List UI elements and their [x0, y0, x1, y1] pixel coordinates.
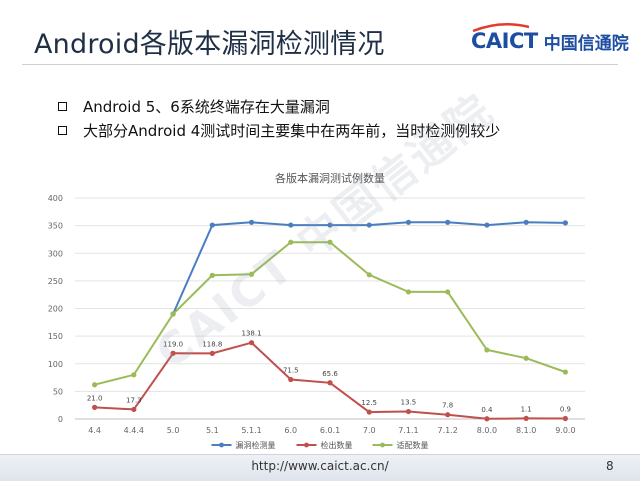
data-point	[327, 222, 333, 228]
x-tick-label: 6.0	[284, 426, 297, 435]
data-point	[445, 412, 451, 418]
x-tick-label: 8.1.0	[516, 426, 536, 435]
x-tick-label: 5.1.1	[241, 426, 261, 435]
data-point	[288, 239, 294, 245]
data-point	[405, 289, 412, 295]
x-tick-label: 7.1.2	[438, 426, 458, 435]
data-point	[248, 340, 255, 346]
x-tick-label: 6.0.1	[320, 426, 340, 435]
y-tick-label: 50	[53, 387, 63, 396]
logo-chinese-name: 中国信通院	[543, 33, 629, 54]
data-label: 71.5	[283, 366, 299, 374]
data-point	[405, 408, 412, 415]
y-tick-label: 250	[48, 277, 63, 286]
legend-marker	[219, 442, 224, 448]
data-point	[523, 355, 529, 361]
data-point	[366, 272, 372, 278]
data-point	[170, 311, 176, 317]
x-tick-label: 8.0.0	[477, 426, 497, 435]
data-label: 1.1	[521, 405, 532, 413]
data-point	[92, 404, 98, 410]
data-point	[209, 222, 215, 228]
data-label: 12.5	[361, 399, 377, 407]
data-point	[445, 289, 451, 295]
page-number: 8	[606, 459, 614, 473]
data-label: 119.0	[163, 340, 183, 348]
data-point	[170, 350, 176, 356]
x-tick-label: 5.0	[167, 426, 180, 435]
legend-marker	[304, 442, 309, 448]
data-point	[523, 415, 529, 421]
legend-label: 检出数量	[321, 440, 353, 450]
footer-band	[0, 454, 640, 481]
data-point	[484, 416, 490, 422]
bullet-item: 大部分Android 4测试时间主要集中在两年前，当时检测例较少	[58, 118, 500, 142]
data-point	[248, 219, 255, 225]
legend-label: 漏洞检测量	[236, 440, 276, 450]
data-point	[131, 406, 137, 413]
title-divider	[22, 64, 618, 65]
caict-logo: CAICT 中国信通院	[471, 23, 629, 54]
data-label: 65.6	[322, 370, 338, 378]
data-point	[327, 380, 333, 386]
checkbox-bullet-icon	[58, 101, 67, 111]
y-tick-label: 300	[48, 249, 63, 258]
data-point	[366, 409, 372, 415]
data-point	[562, 415, 568, 422]
y-tick-label: 200	[48, 305, 63, 314]
data-point	[405, 219, 412, 225]
data-point	[366, 222, 372, 228]
data-label: 7.8	[442, 402, 453, 410]
x-tick-label: 7.1.1	[398, 426, 418, 435]
data-point	[248, 271, 255, 277]
data-point	[327, 239, 333, 245]
data-point	[562, 220, 568, 226]
data-point	[288, 376, 294, 383]
x-tick-label: 4.4.4	[124, 426, 144, 435]
x-tick-label: 5.1	[206, 426, 219, 435]
data-point	[92, 382, 98, 388]
data-point	[445, 219, 451, 225]
vulnerability-line-chart: 各版本漏洞测试例数量 0 50 100 150 200 250 300 350 400 4.4 4.4…	[48, 171, 585, 450]
y-tick-label: 150	[48, 332, 63, 341]
legend-marker	[380, 442, 385, 448]
data-label: 13.5	[401, 399, 417, 407]
footer-url: http://www.caict.ac.cn/	[251, 459, 389, 473]
slide-title: Android各版本漏洞检测情况	[34, 29, 385, 60]
y-tick-label: 100	[48, 360, 63, 369]
data-point	[562, 369, 568, 375]
legend-label: 适配数量	[397, 440, 429, 450]
bullet-item: Android 5、6系统终端存在大量漏洞	[58, 94, 500, 118]
x-tick-label: 9.0.0	[555, 426, 575, 435]
series-line-1	[172, 221, 566, 315]
logo-mark: CAICT	[471, 29, 538, 53]
x-tick-label: 7.0	[363, 426, 376, 435]
data-point	[484, 347, 490, 353]
y-tick-label: 350	[48, 222, 63, 231]
checkbox-bullet-icon	[58, 125, 67, 135]
bullet-list: Android 5、6系统终端存在大量漏洞 大部分Android 4测试时间主要…	[58, 94, 500, 142]
y-tick-label: 0	[58, 415, 63, 424]
chart-title: 各版本漏洞测试例数量	[275, 171, 385, 185]
bullet-text: Android 5、6系统终端存在大量漏洞	[83, 97, 330, 116]
y-tick-label: 400	[48, 194, 63, 203]
data-point	[523, 219, 529, 225]
data-label: 21.0	[87, 394, 103, 402]
data-label: 138.1	[242, 330, 262, 338]
data-point	[131, 372, 137, 378]
data-point	[288, 222, 294, 228]
data-label: 17.3	[126, 396, 142, 404]
bullet-text: 大部分Android 4测试时间主要集中在两年前，当时检测例较少	[83, 121, 501, 140]
data-label: 118.8	[202, 340, 222, 348]
data-point	[484, 222, 490, 228]
data-label: 0.9	[560, 406, 571, 414]
data-point	[209, 350, 215, 356]
data-label: 0.4	[481, 406, 493, 414]
logo-swoosh-icon	[472, 23, 530, 32]
x-tick-label: 4.4	[88, 426, 101, 435]
data-point	[209, 272, 215, 278]
